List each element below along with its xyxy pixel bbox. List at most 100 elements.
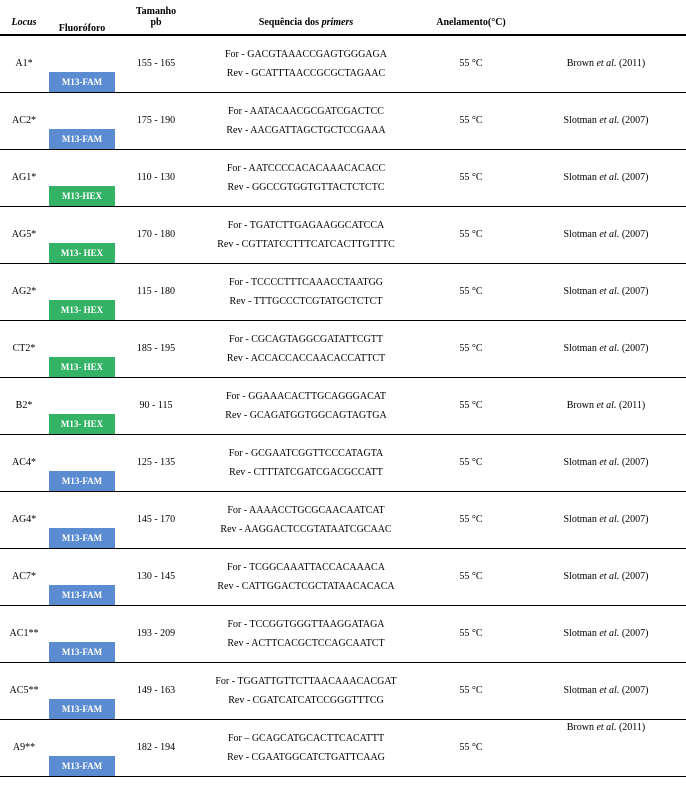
cell-anel: 55 °C [416, 92, 526, 149]
hdr-anel: Anelamento(°C) [416, 17, 526, 35]
fluor-chip: M13-FAM [49, 642, 115, 662]
seq-rev: Rev - TTTGCCCTCGTATGCTCTCT [200, 292, 412, 311]
seq-rev: Rev - GGCCGTGGTGTTACTCTCTC [200, 178, 412, 197]
cell-seq: For - AATACAACGCGATCGACTCCRev - AACGATTA… [196, 92, 416, 149]
cell-seq: For - TGGATTGTTCTTAACAAACACGATRev - CGAT… [196, 662, 416, 719]
fluor-chip: M13- HEX [49, 414, 115, 434]
seq-rev: Rev - CGTTATCCTTTCATCACTTGTTTC [200, 235, 412, 254]
fluor-chip: M13- HEX [49, 243, 115, 263]
cell-tam: 193 - 209 [116, 605, 196, 662]
hdr-ref [526, 17, 686, 35]
cell-ref: Slotman et al. (2007) [526, 605, 686, 662]
cell-ref: Brown et al. (2011) [526, 719, 686, 776]
cell-seq: For - TCGGCAAATTACCACAAACARev - CATTGGAC… [196, 548, 416, 605]
seq-for: For - AATACAACGCGATCGACTCC [200, 102, 412, 121]
cell-seq: For - GCGAATCGGTTCCCATAGTARev - CTTTATCG… [196, 434, 416, 491]
cell-seq: For - CGCAGTAGGCGATATTCGTTRev - ACCACCAC… [196, 320, 416, 377]
cell-tam: 130 - 145 [116, 548, 196, 605]
cell-fluor: M13- HEX [48, 377, 116, 434]
cell-tam: 175 - 190 [116, 92, 196, 149]
table-row: CT2*M13- HEX185 - 195For - CGCAGTAGGCGAT… [0, 320, 686, 377]
hdr-fluor: Fluoróforo [48, 17, 116, 35]
hdr-locus-top [0, 0, 48, 17]
seq-rev: Rev - ACTTCACGCTCCAGCAATCT [200, 634, 412, 653]
cell-anel: 55 °C [416, 320, 526, 377]
hdr-seq: Sequência dos primers [196, 17, 416, 35]
seq-for: For - TCCGGTGGGTTAAGGATAGA [200, 615, 412, 634]
fluor-chip: M13-FAM [49, 699, 115, 719]
cell-anel: 55 °C [416, 377, 526, 434]
cell-tam: 155 - 165 [116, 35, 196, 92]
cell-tam: 170 - 180 [116, 206, 196, 263]
cell-anel: 55 °C [416, 719, 526, 776]
seq-rev: Rev - CATTGGACTCGCTATAACACACA [200, 577, 412, 596]
seq-rev: Rev - GCATTTAACCGCGCTAGAAC [200, 64, 412, 83]
cell-locus: AG5* [0, 206, 48, 263]
cell-tam: 145 - 170 [116, 491, 196, 548]
table-row: AG4*M13-FAM145 - 170For - AAAACCTGCGCAAC… [0, 491, 686, 548]
cell-fluor: M13-FAM [48, 491, 116, 548]
seq-rev: Rev - CGATCATCATCCGGGTTTCG [200, 691, 412, 710]
cell-seq: For - AAAACCTGCGCAACAATCATRev - AAGGACTC… [196, 491, 416, 548]
cell-locus: AC5** [0, 662, 48, 719]
cell-ref: Slotman et al. (2007) [526, 434, 686, 491]
fluor-chip: M13- HEX [49, 357, 115, 377]
table-row: AG2*M13- HEX115 - 180For - TCCCCTTTCAAAC… [0, 263, 686, 320]
cell-locus: AC2* [0, 92, 48, 149]
table-row: A9**M13-FAM182 - 194For – GCAGCATGCACTTC… [0, 719, 686, 776]
cell-locus: AC1** [0, 605, 48, 662]
hdr-fluor-top [48, 0, 116, 17]
seq-for: For - TGATCTTGAGAAGGCATCCA [200, 216, 412, 235]
cell-ref: Brown et al. (2011) [526, 35, 686, 92]
cell-anel: 55 °C [416, 149, 526, 206]
hdr-tam: pb [116, 17, 196, 35]
cell-fluor: M13-HEX [48, 149, 116, 206]
fluor-chip: M13-FAM [49, 528, 115, 548]
cell-ref: Slotman et al. (2007) [526, 320, 686, 377]
cell-fluor: M13- HEX [48, 206, 116, 263]
cell-anel: 55 °C [416, 434, 526, 491]
cell-anel: 55 °C [416, 35, 526, 92]
cell-anel: 55 °C [416, 662, 526, 719]
cell-seq: For - TCCCCTTTCAAACCTAATGGRev - TTTGCCCT… [196, 263, 416, 320]
fluor-chip: M13-FAM [49, 471, 115, 491]
cell-tam: 110 - 130 [116, 149, 196, 206]
cell-fluor: M13-FAM [48, 719, 116, 776]
table-row: AG5*M13- HEX170 - 180For - TGATCTTGAGAAG… [0, 206, 686, 263]
cell-seq: For - GGAAACACTTGCAGGGACATRev - GCAGATGG… [196, 377, 416, 434]
cell-fluor: M13-FAM [48, 92, 116, 149]
cell-seq: For - AATCCCCACACAAACACACCRev - GGCCGTGG… [196, 149, 416, 206]
cell-locus: AC7* [0, 548, 48, 605]
cell-tam: 125 - 135 [116, 434, 196, 491]
hdr-locus: Locus [0, 17, 48, 35]
seq-rev: Rev - CTTTATCGATCGACGCCATT [200, 463, 412, 482]
cell-anel: 55 °C [416, 491, 526, 548]
cell-ref: Slotman et al. (2007) [526, 206, 686, 263]
fluor-chip: M13-FAM [49, 72, 115, 92]
cell-locus: CT2* [0, 320, 48, 377]
seq-rev: Rev - ACCACCACCAACACCATTCT [200, 349, 412, 368]
hdr-seq-top [196, 0, 416, 17]
cell-anel: 55 °C [416, 605, 526, 662]
cell-fluor: M13- HEX [48, 320, 116, 377]
seq-rev: Rev - AACGATTAGCTGCTCCGAAA [200, 121, 412, 140]
fluor-chip: M13-HEX [49, 186, 115, 206]
seq-rev: Rev - GCAGATGGTGGCAGTAGTGA [200, 406, 412, 425]
cell-tam: 115 - 180 [116, 263, 196, 320]
primers-table: Tamanho Locus Fluoróforo pb Sequência do… [0, 0, 686, 777]
cell-anel: 55 °C [416, 263, 526, 320]
cell-tam: 90 - 115 [116, 377, 196, 434]
table-row: AG1*M13-HEX110 - 130For - AATCCCCACACAAA… [0, 149, 686, 206]
cell-locus: AG4* [0, 491, 48, 548]
table-row: A1*M13-FAM155 - 165For - GACGTAAACCGAGTG… [0, 35, 686, 92]
table-row: AC2*M13-FAM175 - 190For - AATACAACGCGATC… [0, 92, 686, 149]
table-row: AC4*M13-FAM125 - 135For - GCGAATCGGTTCCC… [0, 434, 686, 491]
cell-locus: A9** [0, 719, 48, 776]
cell-ref: Slotman et al. (2007) [526, 662, 686, 719]
table-row: AC1**M13-FAM193 - 209For - TCCGGTGGGTTAA… [0, 605, 686, 662]
seq-rev: Rev - CGAATGGCATCTGATTCAAG [200, 748, 412, 767]
cell-seq: For - TCCGGTGGGTTAAGGATAGARev - ACTTCACG… [196, 605, 416, 662]
fluor-chip: M13-FAM [49, 129, 115, 149]
cell-seq: For - GACGTAAACCGAGTGGGAGARev - GCATTTAA… [196, 35, 416, 92]
seq-for: For - GACGTAAACCGAGTGGGAGA [200, 45, 412, 64]
